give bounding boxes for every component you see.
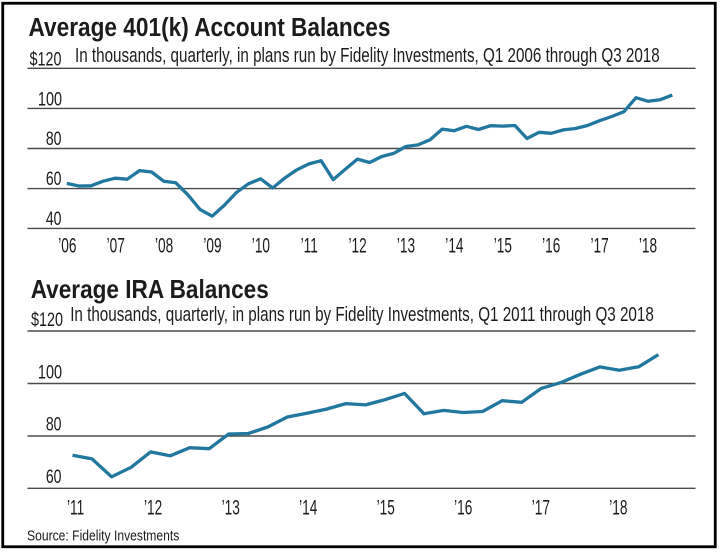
- svg-text:’07: ’07: [107, 233, 125, 257]
- svg-text:80: 80: [46, 128, 62, 150]
- svg-text:’12: ’12: [348, 233, 366, 257]
- svg-text:$120: $120: [31, 309, 63, 330]
- svg-text:’06: ’06: [58, 233, 76, 257]
- svg-text:80: 80: [46, 413, 62, 435]
- svg-text:’09: ’09: [203, 233, 221, 257]
- svg-text:Average IRA Balances: Average IRA Balances: [31, 276, 269, 305]
- svg-text:’17: ’17: [532, 496, 550, 520]
- svg-text:’10: ’10: [252, 233, 270, 257]
- svg-text:$120: $120: [30, 48, 62, 69]
- svg-text:In thousands, quarterly, in pl: In thousands, quarterly, in plans run by…: [75, 44, 660, 67]
- svg-text:In thousands, quarterly, in pl: In thousands, quarterly, in plans run by…: [70, 303, 654, 326]
- svg-text:’08: ’08: [155, 233, 173, 257]
- svg-text:Average 401(k) Account Balance: Average 401(k) Account Balances: [29, 14, 391, 43]
- svg-text:’18: ’18: [639, 233, 657, 257]
- svg-text:’12: ’12: [144, 496, 162, 520]
- svg-text:60: 60: [46, 466, 62, 488]
- svg-text:’15: ’15: [377, 496, 395, 520]
- svg-text:’18: ’18: [609, 496, 627, 520]
- svg-text:’11: ’11: [67, 496, 84, 520]
- svg-text:’14: ’14: [299, 496, 317, 520]
- svg-text:’13: ’13: [222, 496, 240, 520]
- svg-text:100: 100: [38, 362, 62, 383]
- svg-text:’17: ’17: [590, 233, 608, 257]
- svg-text:Source: Fidelity Investments: Source: Fidelity Investments: [27, 527, 180, 543]
- svg-text:’16: ’16: [542, 233, 560, 257]
- svg-text:40: 40: [46, 208, 62, 230]
- svg-text:’15: ’15: [494, 233, 512, 257]
- svg-text:’11: ’11: [301, 233, 318, 257]
- svg-text:’13: ’13: [397, 233, 415, 257]
- svg-text:’16: ’16: [454, 496, 472, 520]
- svg-text:60: 60: [46, 168, 62, 190]
- svg-text:’14: ’14: [445, 233, 463, 257]
- svg-text:100: 100: [38, 89, 62, 110]
